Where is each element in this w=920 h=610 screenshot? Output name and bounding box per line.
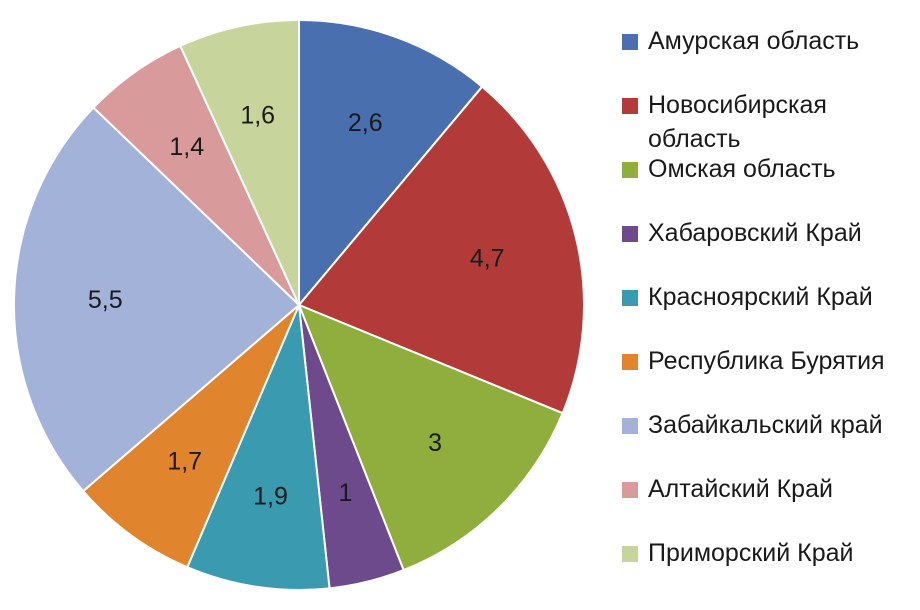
pie-slice-республика-бурятия xyxy=(81,304,300,569)
legend-swatch xyxy=(622,162,638,178)
legend-swatch xyxy=(622,34,638,50)
pie-slices xyxy=(13,18,585,591)
legend-label: Омская область xyxy=(648,155,836,183)
legend-swatch xyxy=(622,290,638,306)
legend-label: Забайкальский край xyxy=(648,411,883,439)
data-label-новосибирская-область: 4,7 xyxy=(470,245,505,273)
legend-swatch xyxy=(622,482,638,498)
legend-item-омская-область: Омская область xyxy=(622,150,918,214)
data-label-хабаровский-край: 1 xyxy=(338,479,352,507)
data-label-омская-область: 3 xyxy=(428,429,442,457)
legend: Амурская область Новосибирская область Омс… xyxy=(622,22,918,598)
legend-label: Хабаровский Край xyxy=(648,219,862,247)
legend-swatch xyxy=(622,98,638,114)
data-label-приморский-край: 1,6 xyxy=(240,102,275,130)
pie-slice-амурская-область xyxy=(298,18,484,308)
legend-swatch xyxy=(622,226,638,242)
data-label-забайкальский-край: 5,5 xyxy=(88,286,123,314)
legend-item-хабаровский-край: Хабаровский Край xyxy=(622,214,918,278)
legend-label: Республика Бурятия xyxy=(648,347,885,375)
legend-label: Красноярский Край xyxy=(648,283,873,311)
pie-data-labels: 2,6 4,7 3 1 1,9 1,7 5,5 1,4 1,6 xyxy=(88,102,505,511)
legend-label: Новосибирская область xyxy=(648,91,827,153)
legend-item-республика-бурятия: Республика Бурятия xyxy=(622,342,918,406)
legend-item-забайкальский-край: Забайкальский край xyxy=(622,406,918,470)
data-label-алтайский-край: 1,4 xyxy=(169,133,204,161)
legend-item-красноярский-край: Красноярский Край xyxy=(622,278,918,342)
legend-label: Алтайский Край xyxy=(648,475,833,503)
data-label-амурская-область: 2,6 xyxy=(348,109,383,137)
pie-slice-новосибирская-область xyxy=(297,85,585,415)
data-label-республика-бурятия: 1,7 xyxy=(167,448,202,476)
legend-item-алтайский-край: Алтайский Край xyxy=(622,470,918,534)
legend-label: Приморский Край xyxy=(648,539,854,567)
legend-item-амурская-область: Амурская область xyxy=(622,22,918,86)
pie-chart: 2,6 4,7 3 1 1,9 1,7 5,5 1,4 1,6 xyxy=(13,18,585,591)
legend-swatch xyxy=(622,354,638,370)
data-label-красноярский-край: 1,9 xyxy=(253,483,288,511)
legend-swatch xyxy=(622,546,638,562)
pie-slice-омская-область xyxy=(297,303,564,572)
pie-slice-забайкальский-край xyxy=(13,106,301,493)
pie-slice-приморский-край xyxy=(178,18,300,306)
legend-item-новосибирская-область: Новосибирская область xyxy=(622,86,918,153)
pie-slice-красноярский-край xyxy=(185,301,331,591)
legend-item-приморский-край: Приморский Край xyxy=(622,534,918,598)
legend-label: Амурская область xyxy=(648,27,860,55)
legend-swatch xyxy=(622,418,638,434)
